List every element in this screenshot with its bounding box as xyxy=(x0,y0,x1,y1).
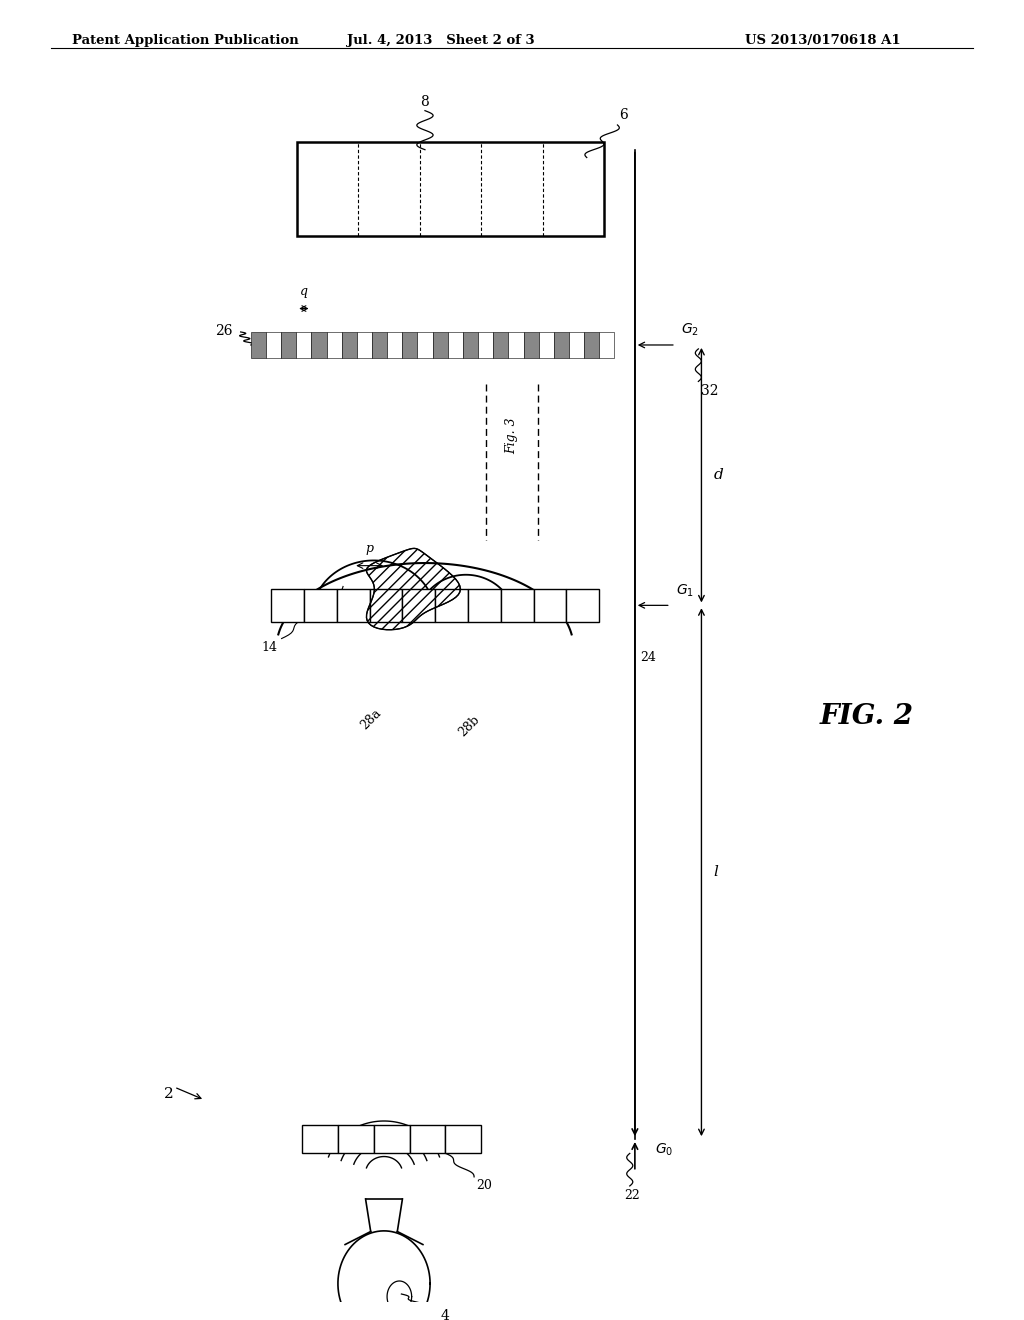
Bar xyxy=(447,331,463,358)
Bar xyxy=(271,589,304,622)
Bar xyxy=(523,331,539,358)
Bar xyxy=(463,331,478,358)
Bar xyxy=(478,331,494,358)
Bar xyxy=(387,331,402,358)
Bar xyxy=(445,1125,481,1154)
Text: 2: 2 xyxy=(164,1086,174,1101)
Text: $G_1$: $G_1$ xyxy=(676,582,694,599)
Bar xyxy=(432,331,447,358)
Text: 28a: 28a xyxy=(358,706,384,733)
Text: q: q xyxy=(300,285,308,298)
Bar xyxy=(311,331,327,358)
Bar xyxy=(508,331,523,358)
Bar xyxy=(266,331,282,358)
Text: p: p xyxy=(366,543,374,556)
Bar xyxy=(357,331,372,358)
Text: d: d xyxy=(714,469,724,482)
Bar xyxy=(418,331,432,358)
Text: 14: 14 xyxy=(261,642,278,655)
Text: Fig. 3: Fig. 3 xyxy=(506,418,518,454)
Bar xyxy=(410,1125,445,1154)
Bar xyxy=(468,589,501,622)
Bar xyxy=(296,331,311,358)
Text: Patent Application Publication: Patent Application Publication xyxy=(72,34,298,46)
Text: 32: 32 xyxy=(701,384,719,399)
Bar xyxy=(599,331,614,358)
Text: FIG. 2: FIG. 2 xyxy=(819,702,913,730)
Bar xyxy=(251,331,266,358)
Text: Jul. 4, 2013   Sheet 2 of 3: Jul. 4, 2013 Sheet 2 of 3 xyxy=(346,34,535,46)
Bar xyxy=(342,331,357,358)
Text: 6: 6 xyxy=(620,108,629,123)
Bar xyxy=(338,1125,374,1154)
Bar xyxy=(584,331,599,358)
Text: 24: 24 xyxy=(640,651,656,664)
Text: 22: 22 xyxy=(625,1188,640,1201)
Bar xyxy=(566,589,599,622)
Bar xyxy=(534,589,566,622)
Text: $G_0$: $G_0$ xyxy=(655,1142,674,1158)
Bar xyxy=(304,589,337,622)
Bar xyxy=(539,331,554,358)
Text: 4: 4 xyxy=(440,1309,450,1320)
Bar xyxy=(297,141,604,236)
Bar xyxy=(402,589,435,622)
Bar xyxy=(302,1125,338,1154)
Bar xyxy=(327,331,342,358)
Bar xyxy=(402,331,418,358)
Text: 8: 8 xyxy=(421,95,429,110)
Bar xyxy=(372,331,387,358)
Text: 28b: 28b xyxy=(456,713,482,739)
Bar xyxy=(569,331,584,358)
Bar xyxy=(282,331,296,358)
Bar xyxy=(554,331,569,358)
Bar xyxy=(435,589,468,622)
Text: US 2013/0170618 A1: US 2013/0170618 A1 xyxy=(745,34,901,46)
Bar xyxy=(501,589,534,622)
Text: 20: 20 xyxy=(476,1180,493,1192)
Text: $G_2$: $G_2$ xyxy=(681,322,699,338)
Bar xyxy=(370,589,402,622)
Bar xyxy=(494,331,508,358)
Bar xyxy=(337,589,370,622)
Text: l: l xyxy=(714,865,719,879)
Text: 26: 26 xyxy=(215,325,232,338)
Bar xyxy=(374,1125,410,1154)
